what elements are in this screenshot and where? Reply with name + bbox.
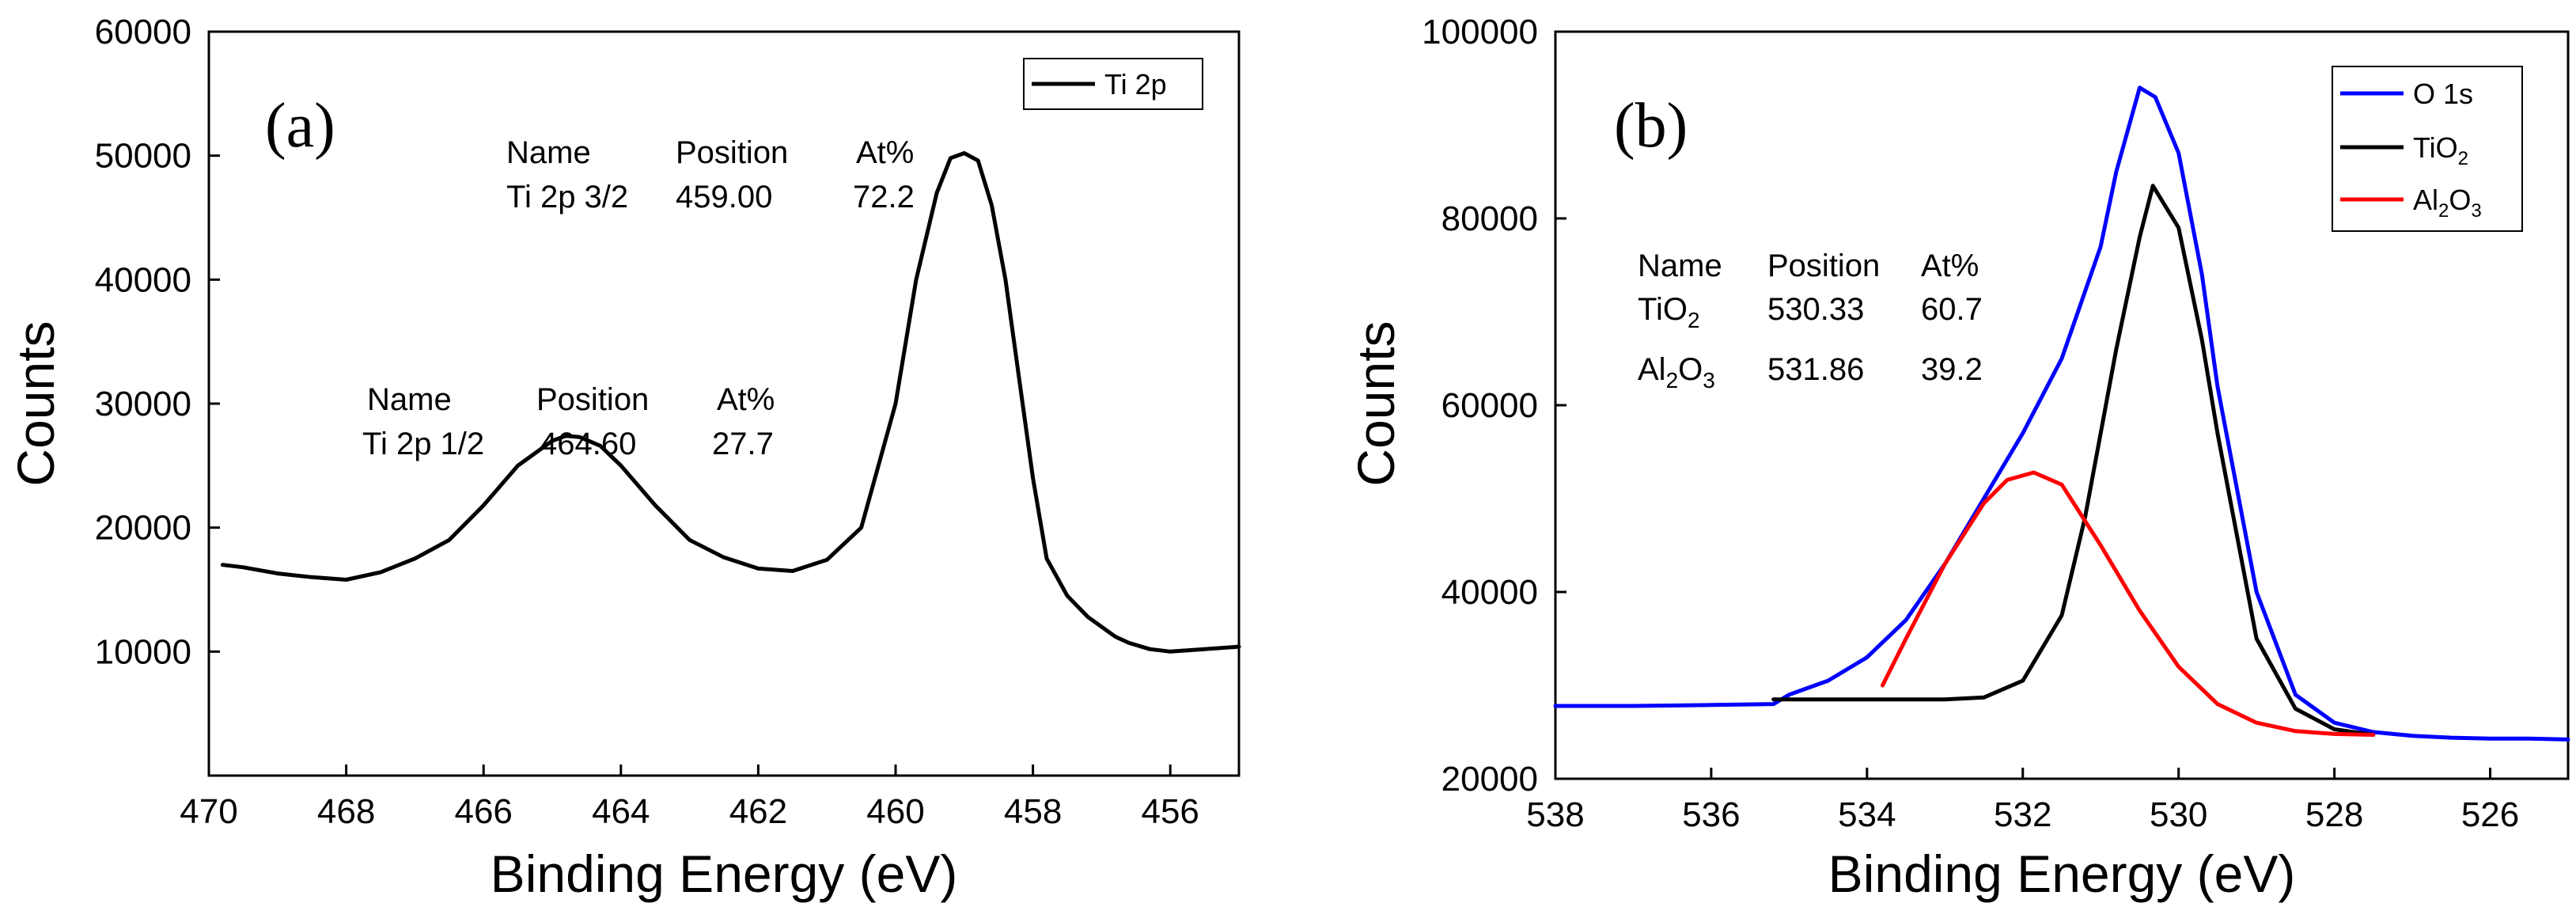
panel-b-legend-al2o3-sub2: 3 bbox=[2471, 200, 2481, 222]
panel-b-x-tick-528: 528 bbox=[2305, 795, 2363, 834]
panel-a-legend-label-ti2p: Ti 2p bbox=[1104, 68, 1167, 101]
panel-a-ann2-head-at: At% bbox=[717, 382, 775, 417]
panel-a-legend: Ti 2p bbox=[1023, 58, 1203, 110]
panel-b-ann-tio2-position: 530.33 bbox=[1767, 292, 1864, 327]
panel-a-label: (a) bbox=[265, 91, 335, 161]
panel-b-series-line-al2o3 bbox=[1881, 470, 2376, 737]
panel-b-ann-head-name: Name bbox=[1638, 249, 1722, 283]
panel-b-y-tick-100000: 100000 bbox=[1422, 13, 1538, 51]
panel-b-series bbox=[1553, 85, 2570, 742]
panel-b-ann-head-position: Position bbox=[1767, 249, 1880, 283]
panel-a-x-ticks: 470 468 466 464 462 460 458 456 bbox=[180, 765, 1199, 831]
panel-b-legend-label-o1s: O 1s bbox=[2413, 78, 2473, 110]
panel-a-x-tick-456: 456 bbox=[1141, 792, 1199, 831]
panel-b-legend-al2o3-al: Al bbox=[2413, 184, 2438, 216]
panel-a-x-tick-470: 470 bbox=[180, 792, 237, 831]
panel-b-label: (b) bbox=[1614, 91, 1688, 161]
panel-b-ann-tio2-sub: 2 bbox=[1688, 308, 1700, 332]
panel-b-ann-al2o3-sub2: 3 bbox=[1703, 368, 1715, 393]
panel-b-ann-al2o3-sub1: 2 bbox=[1666, 368, 1679, 393]
panel-a-ann1-at: 72.2 bbox=[853, 180, 915, 214]
panel-b-x-tick-534: 534 bbox=[1838, 795, 1896, 834]
panel-b-legend: O 1s TiO2 Al2O3 bbox=[2332, 66, 2523, 232]
panel-b-y-tick-20000: 20000 bbox=[1441, 760, 1538, 799]
panel-a-ann1-head-at: At% bbox=[856, 135, 914, 170]
panel-a-ann2-position: 464.60 bbox=[540, 427, 636, 461]
panel-b-x-tick-532: 532 bbox=[1994, 795, 2051, 834]
panel-b-ann-tio2-at: 60.7 bbox=[1921, 292, 1983, 327]
panel-b-ann-tio2-base: TiO bbox=[1638, 292, 1688, 327]
panel-b-y-tick-80000: 80000 bbox=[1441, 199, 1538, 238]
panel-b-y-tick-40000: 40000 bbox=[1441, 573, 1538, 612]
panel-b-ann-al2o3-o: O bbox=[1678, 352, 1703, 387]
panel-b-ann-head-at: At% bbox=[1921, 249, 1979, 283]
panel-b-y-axis-title: Counts bbox=[1347, 321, 1405, 486]
panel-b-ann-al2o3-al: Al bbox=[1638, 352, 1666, 387]
panel-b-legend-tio2-sub: 2 bbox=[2458, 148, 2468, 169]
panel-a-ann1-name: Ti 2p 3/2 bbox=[506, 180, 628, 214]
panel-a-y-tick-40000: 40000 bbox=[95, 260, 191, 299]
panel-a-x-tick-466: 466 bbox=[454, 792, 512, 831]
panel-b-ann-al2o3-at: 39.2 bbox=[1921, 352, 1983, 387]
panel-b-ann-al2o3-name: Al2O3 bbox=[1638, 352, 1715, 393]
panel-b-x-axis-title: Binding Energy (eV) bbox=[1828, 844, 2296, 903]
panel-a-ann1-head-position: Position bbox=[676, 135, 788, 170]
panel-b: 538 536 534 532 530 528 526 20000 40000 60000 800… bbox=[1347, 13, 2570, 903]
panel-a-series-line-ti-2p bbox=[220, 151, 1241, 654]
panel-a-x-axis-title: Binding Energy (eV) bbox=[491, 844, 958, 903]
panel-a-y-tick-30000: 30000 bbox=[95, 385, 191, 423]
panel-a-ann2-at: 27.7 bbox=[712, 427, 774, 461]
panel-b-legend-al2o3-o: O bbox=[2449, 184, 2471, 216]
panel-a-ann2-name: Ti 2p 1/2 bbox=[362, 427, 484, 461]
panel-b-ann-tio2-name: TiO2 bbox=[1638, 292, 1700, 332]
panel-b-legend-al2o3-sub1: 2 bbox=[2438, 200, 2449, 222]
panel-b-x-tick-536: 536 bbox=[1682, 795, 1740, 834]
panel-b-ann-al2o3-position: 531.86 bbox=[1767, 352, 1864, 387]
panel-a-ann1-position: 459.00 bbox=[676, 180, 772, 214]
panel-a: 470 468 466 464 462 460 458 456 10000 20000 30000… bbox=[6, 13, 1241, 903]
panel-a-ann2-head-name: Name bbox=[367, 382, 452, 417]
panel-b-y-tick-60000: 60000 bbox=[1441, 386, 1538, 425]
panel-a-y-tick-60000: 60000 bbox=[95, 13, 191, 51]
panel-a-series bbox=[220, 151, 1241, 654]
panel-b-x-tick-530: 530 bbox=[2150, 795, 2207, 834]
panel-a-x-tick-458: 458 bbox=[1004, 792, 1062, 831]
panel-a-ann2-head-position: Position bbox=[536, 382, 649, 417]
panel-a-x-tick-464: 464 bbox=[592, 792, 650, 831]
panel-b-legend-label-al2o3: Al2O3 bbox=[2413, 184, 2482, 222]
panel-a-y-ticks: 10000 20000 30000 40000 50000 60000 bbox=[95, 13, 220, 671]
panel-a-y-axis-title: Counts bbox=[6, 321, 65, 486]
panel-b-series-line-o-1s bbox=[1553, 85, 2570, 742]
panel-a-y-tick-10000: 10000 bbox=[95, 632, 191, 671]
panel-a-x-tick-460: 460 bbox=[866, 792, 924, 831]
panel-b-y-ticks: 20000 40000 60000 80000 100000 bbox=[1422, 13, 1566, 799]
panel-a-x-tick-462: 462 bbox=[729, 792, 787, 831]
panel-a-x-tick-468: 468 bbox=[317, 792, 375, 831]
panel-b-legend-tio2-base: TiO bbox=[2413, 131, 2458, 164]
panel-b-x-tick-538: 538 bbox=[1526, 795, 1584, 834]
panel-b-series-line-tio2 bbox=[1771, 184, 2376, 737]
panel-b-legend-label-tio2: TiO2 bbox=[2413, 131, 2468, 169]
panel-b-x-tick-526: 526 bbox=[2461, 795, 2519, 834]
panel-a-ann1-head-name: Name bbox=[506, 135, 591, 170]
panel-a-y-tick-50000: 50000 bbox=[95, 137, 191, 176]
panel-b-x-ticks: 538 536 534 532 530 528 526 bbox=[1526, 768, 2519, 834]
panel-a-y-tick-20000: 20000 bbox=[95, 509, 191, 548]
